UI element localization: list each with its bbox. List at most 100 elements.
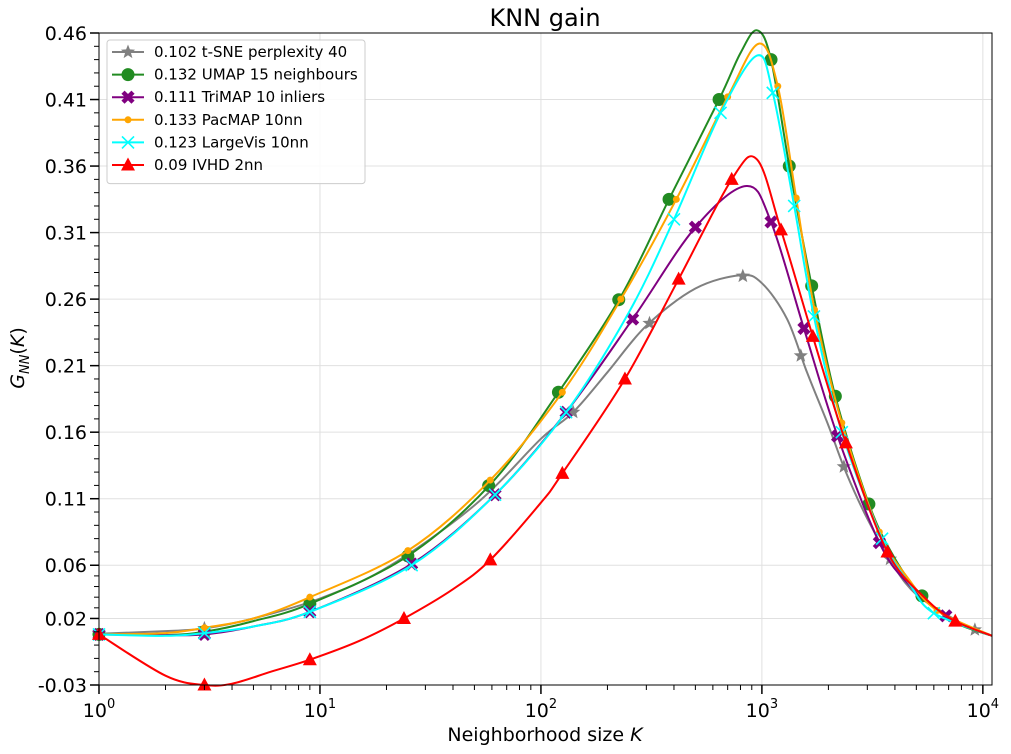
marker-stroke (688, 220, 702, 234)
legend-label: 0.102 t-SNE perplexity 40 (154, 43, 347, 61)
series-marker (797, 321, 811, 335)
x-tick-label: 103 (746, 697, 778, 722)
legend-label: 0.09 IVHD 2nn (154, 156, 263, 174)
y-tick-label: 0.16 (45, 422, 87, 444)
series-marker (197, 626, 211, 640)
marker-stroke (559, 405, 573, 419)
series-marker (483, 552, 498, 566)
x-tick-label: 100 (83, 697, 115, 722)
x-tick-label: 101 (304, 697, 336, 722)
marker-stroke (807, 309, 821, 323)
series-marker (712, 93, 726, 107)
chart-title: KNN gain (489, 4, 600, 32)
y-tick-label: 0.02 (45, 608, 87, 630)
legend-label: 0.133 PacMAP 10nn (154, 111, 303, 129)
legend-marker (121, 135, 135, 149)
series-marker (766, 86, 780, 100)
series-marker (774, 82, 782, 90)
series-marker (671, 271, 686, 285)
marker-stroke (667, 212, 681, 226)
series-marker (486, 476, 494, 484)
y-tick-label: 0.41 (45, 90, 87, 112)
marker-stroke (405, 558, 419, 572)
marker-stroke (303, 605, 317, 619)
marker-stroke (713, 106, 728, 120)
legend-label: 0.111 TriMAP 10 inliers (154, 88, 325, 106)
marker-stroke (121, 135, 135, 149)
series-layer (91, 29, 993, 691)
series-marker (807, 309, 821, 323)
series-marker (396, 610, 411, 624)
series-marker (948, 613, 963, 627)
series-marker (559, 405, 573, 419)
y-tick-label: 0.21 (45, 356, 87, 378)
legend-marker (121, 68, 135, 82)
series-marker (662, 192, 676, 206)
series-marker (764, 215, 778, 229)
marker-stroke (488, 488, 502, 502)
series-marker (672, 195, 680, 203)
marker-stroke (197, 626, 211, 640)
series-line (98, 155, 993, 687)
series-marker (838, 435, 853, 449)
x-tick-label: 102 (525, 697, 557, 722)
marker-stroke (797, 321, 811, 335)
series-marker (303, 605, 317, 619)
series-marker (735, 268, 750, 283)
series-5 (92, 155, 993, 691)
legend-marker (124, 116, 132, 124)
series-marker (626, 312, 640, 326)
series-marker (782, 159, 796, 173)
series-marker (880, 544, 895, 558)
marker-stroke (121, 90, 135, 104)
series-marker (302, 652, 317, 666)
y-tick-label: 0.46 (45, 23, 87, 45)
series-marker (197, 627, 212, 642)
marker-stroke (626, 312, 640, 326)
series-marker (688, 220, 702, 234)
series-marker (488, 488, 502, 502)
series-line (98, 42, 993, 637)
series-marker (773, 222, 788, 236)
series-marker (724, 171, 739, 185)
series-marker (713, 106, 728, 120)
series-marker (555, 465, 570, 479)
legend-label: 0.132 UMAP 15 neighbours (154, 66, 358, 84)
series-marker (617, 371, 632, 385)
series-marker (787, 199, 801, 213)
series-marker (200, 624, 208, 632)
series-marker (197, 677, 212, 691)
marker-stroke (764, 215, 778, 229)
y-tick-label: -0.03 (38, 675, 87, 697)
series-marker (805, 328, 820, 342)
series-marker (642, 315, 657, 330)
series-marker (405, 558, 419, 572)
legend-marker (121, 157, 135, 171)
series-marker (667, 212, 681, 226)
x-axis-title: Neighborhood size K (447, 724, 644, 746)
y-tick-label: 0.06 (45, 555, 87, 577)
marker-stroke (766, 86, 780, 100)
x-tick-label: 104 (967, 697, 999, 722)
series-marker (306, 593, 314, 601)
axis-ticks: -0.03 0.02 0.06 0.11 0.16 0.21 0.26 0.31 0.36 0.4… (38, 23, 999, 722)
series-marker (566, 404, 581, 419)
marker-stroke (787, 199, 801, 213)
series-marker (793, 348, 808, 362)
legend-box (106, 39, 366, 185)
y-tick-label: 0.26 (45, 289, 87, 311)
y-tick-label: 0.11 (45, 489, 87, 511)
legend-label: 0.123 LargeVis 10nn (154, 133, 309, 151)
legend-marker (120, 44, 136, 59)
series-marker (836, 459, 851, 473)
y-axis-title: GNN(K) (7, 327, 33, 389)
series-marker (558, 388, 566, 396)
plot-frame (98, 32, 993, 686)
legend-marker (121, 90, 135, 104)
y-tick-label: 0.36 (45, 156, 87, 178)
series-marker (404, 547, 412, 555)
legend: 0.102 t-SNE perplexity 40 0.132 UMAP 15 n… (106, 39, 366, 185)
y-tick-label: 0.31 (45, 223, 87, 245)
marker-stroke (197, 627, 212, 642)
